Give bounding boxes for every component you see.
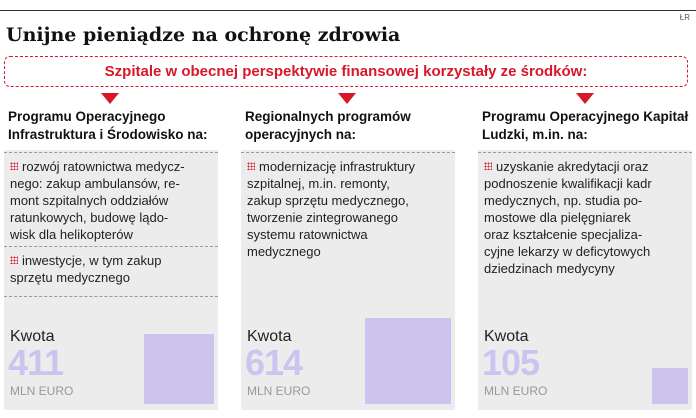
amount-label: Kwota xyxy=(10,328,55,345)
program-column-infrastruktura: Programu Operacyjnego Infrastruktura i Ś… xyxy=(4,106,218,410)
divider xyxy=(4,152,218,153)
column-header: Programu Operacyjnego Kapitał Ludzki, m.… xyxy=(478,106,692,150)
amount-bar xyxy=(144,334,214,404)
amount-value: 614 xyxy=(245,342,303,383)
list-item: uzyskanie akredytacji oraz podnoszenie k… xyxy=(484,158,690,277)
arrow-down-icon xyxy=(101,93,119,104)
item-text: rozwój ratownictwa medycz- nego: zakup a… xyxy=(10,159,185,242)
arrow-down-icon xyxy=(338,93,356,104)
column-header: Regionalnych programów operacyjnych na: xyxy=(241,106,455,150)
amount-unit: MLN EURO xyxy=(10,384,74,398)
column-header: Programu Operacyjnego Infrastruktura i Ś… xyxy=(4,106,218,150)
amount-label: Kwota xyxy=(484,328,529,345)
banner: Szpitale w obecnej perspektywie finansow… xyxy=(4,56,688,87)
item-text: uzyskanie akredytacji oraz podnoszenie k… xyxy=(484,159,652,276)
amount-bar xyxy=(365,318,451,404)
divider xyxy=(4,246,218,247)
program-column-regionalne: Regionalnych programów operacyjnych na: … xyxy=(241,106,455,410)
item-text: modernizację infrastruktury szpitalnej, … xyxy=(247,159,416,259)
amount-label: Kwota xyxy=(247,328,292,345)
list-item: rozwój ratownictwa medycz- nego: zakup a… xyxy=(10,158,216,243)
amount-unit: MLN EURO xyxy=(484,384,548,398)
item-text: inwestycje, w tym zakup sprzętu medyczne… xyxy=(10,253,162,285)
divider xyxy=(478,152,692,153)
top-rule xyxy=(0,10,696,11)
column-title: Programu Operacyjnego Infrastruktura i Ś… xyxy=(8,109,208,142)
bullet-grid-icon xyxy=(10,256,18,264)
divider xyxy=(4,296,218,297)
amount-value: 411 xyxy=(8,342,64,383)
amount-value: 105 xyxy=(482,342,540,383)
page-title: Unijne pieniądze na ochronę zdrowia xyxy=(6,24,401,46)
list-item: modernizację infrastruktury szpitalnej, … xyxy=(247,158,453,260)
program-column-kapital-ludzki: Programu Operacyjnego Kapitał Ludzki, m.… xyxy=(478,106,692,410)
column-title: Regionalnych programów operacyjnych na: xyxy=(245,109,411,142)
bullet-grid-icon xyxy=(484,162,492,170)
list-item: inwestycje, w tym zakup sprzętu medyczne… xyxy=(10,252,216,286)
bullet-grid-icon xyxy=(10,162,18,170)
amount-bar xyxy=(652,368,688,404)
column-title: Programu Operacyjnego Kapitał Ludzki, m.… xyxy=(482,109,689,142)
bullet-grid-icon xyxy=(247,162,255,170)
divider xyxy=(241,152,455,153)
arrow-down-icon xyxy=(576,93,594,104)
amount-unit: MLN EURO xyxy=(247,384,311,398)
credit: ŁR xyxy=(679,13,690,22)
